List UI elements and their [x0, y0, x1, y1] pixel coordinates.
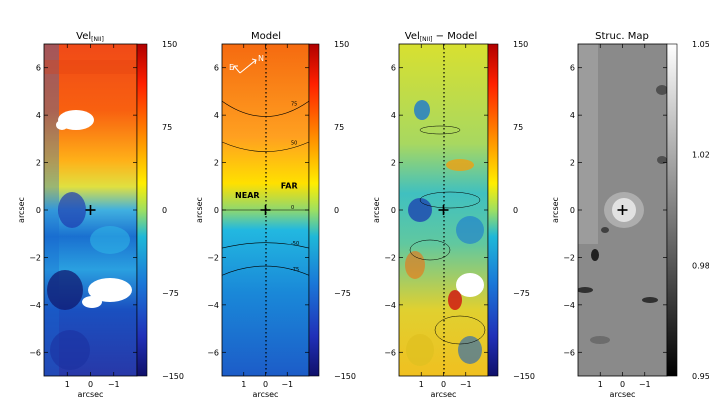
panel-title: Model [251, 31, 281, 42]
y-tick-label: 4 [391, 111, 396, 120]
colorbar-tick-label: 75 [513, 123, 523, 132]
colorbar-tick-label: −150 [162, 372, 184, 381]
annotation-label: NEAR [235, 191, 260, 200]
colorbar-tick-label: 0 [513, 206, 518, 215]
colorbar [136, 43, 148, 377]
colorbar-tick-label: 1.02 [692, 151, 709, 160]
y-tick-label: 2 [214, 159, 219, 168]
y-tick-label: 0 [570, 206, 575, 215]
y-axis-label: arcsec [551, 197, 560, 223]
colorbar-tick-label: 75 [334, 123, 344, 132]
y-tick-label: −4 [384, 301, 396, 310]
field-patches [405, 100, 486, 366]
y-tick-label: −2 [29, 253, 41, 262]
y-tick-label: −4 [563, 301, 575, 310]
colorbar-tick-label: 150 [513, 40, 528, 49]
colorbar-tick-label: 0 [162, 206, 167, 215]
x-tick-label: 0 [620, 380, 625, 389]
y-tick-label: 4 [214, 111, 219, 120]
colorbar-tick-label: 0.98 [692, 261, 709, 270]
contour-label: 75 [291, 102, 297, 108]
x-tick-label: 0 [88, 380, 93, 389]
contour-line [222, 265, 309, 276]
x-tick-label: 1 [419, 380, 424, 389]
colorbar-tick-label: −150 [513, 372, 535, 381]
colorbar [308, 43, 320, 377]
colorbar-tick-label: 150 [334, 40, 349, 49]
x-tick-label: 1 [65, 380, 70, 389]
x-tick-label: −1 [460, 380, 472, 389]
contour-line [222, 242, 309, 249]
compass-north: N [258, 54, 264, 63]
y-tick-label: −4 [207, 301, 219, 310]
contour-label: 0 [291, 205, 294, 211]
y-tick-label: −2 [384, 253, 396, 262]
colorbar-tick-label: 75 [162, 123, 172, 132]
y-tick-label: 0 [214, 206, 219, 215]
y-tick-label: −6 [563, 348, 575, 357]
colorbar-tick-label: −150 [334, 372, 356, 381]
y-tick-label: −2 [207, 253, 219, 262]
y-tick-label: −6 [29, 348, 41, 357]
y-tick-label: −2 [563, 253, 575, 262]
y-tick-label: −6 [207, 348, 219, 357]
colorbar-tick-label: 150 [162, 40, 177, 49]
colorbar-tick-label: 1.05 [692, 40, 709, 49]
annotation-label: FAR [281, 182, 298, 191]
colorbar-tick-label: 0 [334, 206, 339, 215]
y-axis-label: arcsec [17, 197, 26, 223]
colorbar-tick-label: −75 [162, 289, 179, 298]
y-tick-label: 2 [391, 159, 396, 168]
y-tick-label: −6 [384, 348, 396, 357]
panel-title: Struc. Map [595, 31, 649, 42]
y-tick-label: −4 [29, 301, 41, 310]
x-axis-label: arcsec [253, 390, 279, 399]
y-tick-label: 6 [214, 64, 219, 73]
x-tick-label: −1 [281, 380, 293, 389]
colorbar-tick-label: 0.95 [692, 372, 709, 381]
y-tick-label: 0 [391, 206, 396, 215]
colorbar [487, 43, 499, 377]
y-tick-label: 4 [570, 111, 575, 120]
x-tick-label: −1 [639, 380, 651, 389]
x-tick-label: −1 [108, 380, 120, 389]
x-axis-label: arcsec [610, 390, 636, 399]
x-tick-label: 1 [598, 380, 603, 389]
compass-east: E [229, 63, 234, 72]
y-tick-label: 6 [36, 64, 41, 73]
colorbar-tick-label: −75 [334, 289, 351, 298]
y-axis-label: arcsec [372, 197, 381, 223]
y-tick-label: 6 [570, 64, 575, 73]
colorbar [666, 43, 678, 377]
y-tick-label: 6 [391, 64, 396, 73]
panel-title: Vel[NII] − Model [405, 31, 477, 43]
panel-title: Vel[NII] [76, 31, 104, 43]
x-tick-label: 1 [241, 380, 246, 389]
y-tick-label: 0 [36, 206, 41, 215]
contour-line [222, 141, 309, 152]
y-tick-label: 2 [570, 159, 575, 168]
y-tick-label: 2 [36, 159, 41, 168]
x-tick-label: 0 [441, 380, 446, 389]
contour-label: -75 [291, 267, 299, 273]
contour-label: -50 [291, 241, 299, 247]
x-tick-label: 0 [263, 380, 268, 389]
y-tick-label: 4 [36, 111, 41, 120]
x-axis-label: arcsec [78, 390, 104, 399]
compass [232, 58, 257, 74]
contour-label: 50 [291, 140, 297, 146]
field-patches [44, 44, 137, 376]
colorbar-tick-label: −75 [513, 289, 530, 298]
x-axis-label: arcsec [431, 390, 457, 399]
y-axis-label: arcsec [195, 197, 204, 223]
